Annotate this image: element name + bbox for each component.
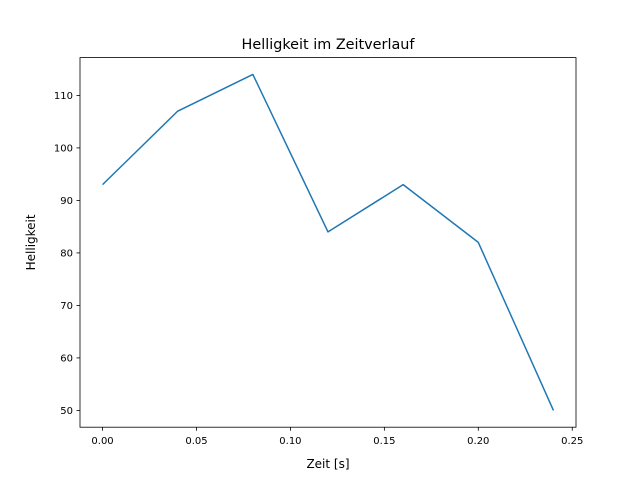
x-axis-label: Zeit [s] (306, 457, 349, 471)
y-tick-label: 100 (54, 144, 73, 155)
x-tick-label: 0.00 (91, 436, 113, 447)
axis-ticks: 0.00 0.05 0.10 0.15 0.20 0.25 50 60 70 80 90 100 110 (54, 91, 583, 447)
y-tick-label: 60 (60, 354, 73, 365)
x-tick-label: 0.05 (185, 436, 207, 447)
y-tick-label: 70 (60, 301, 73, 312)
plot-area-frame (80, 58, 576, 428)
series-line-helligkeit (103, 74, 554, 410)
x-tick-label: 0.10 (279, 436, 301, 447)
y-tick-label: 90 (60, 196, 73, 207)
x-tick-label: 0.20 (467, 436, 489, 447)
chart-title: Helligkeit im Zeitverlauf (242, 37, 416, 53)
x-tick-label: 0.15 (373, 436, 395, 447)
y-tick-label: 80 (60, 249, 73, 260)
x-tick-label: 0.25 (561, 436, 583, 447)
y-tick-label: 110 (54, 91, 73, 102)
series-group (102, 74, 553, 410)
y-axis-label: Helligkeit (24, 214, 38, 270)
y-tick-label: 50 (60, 406, 73, 417)
